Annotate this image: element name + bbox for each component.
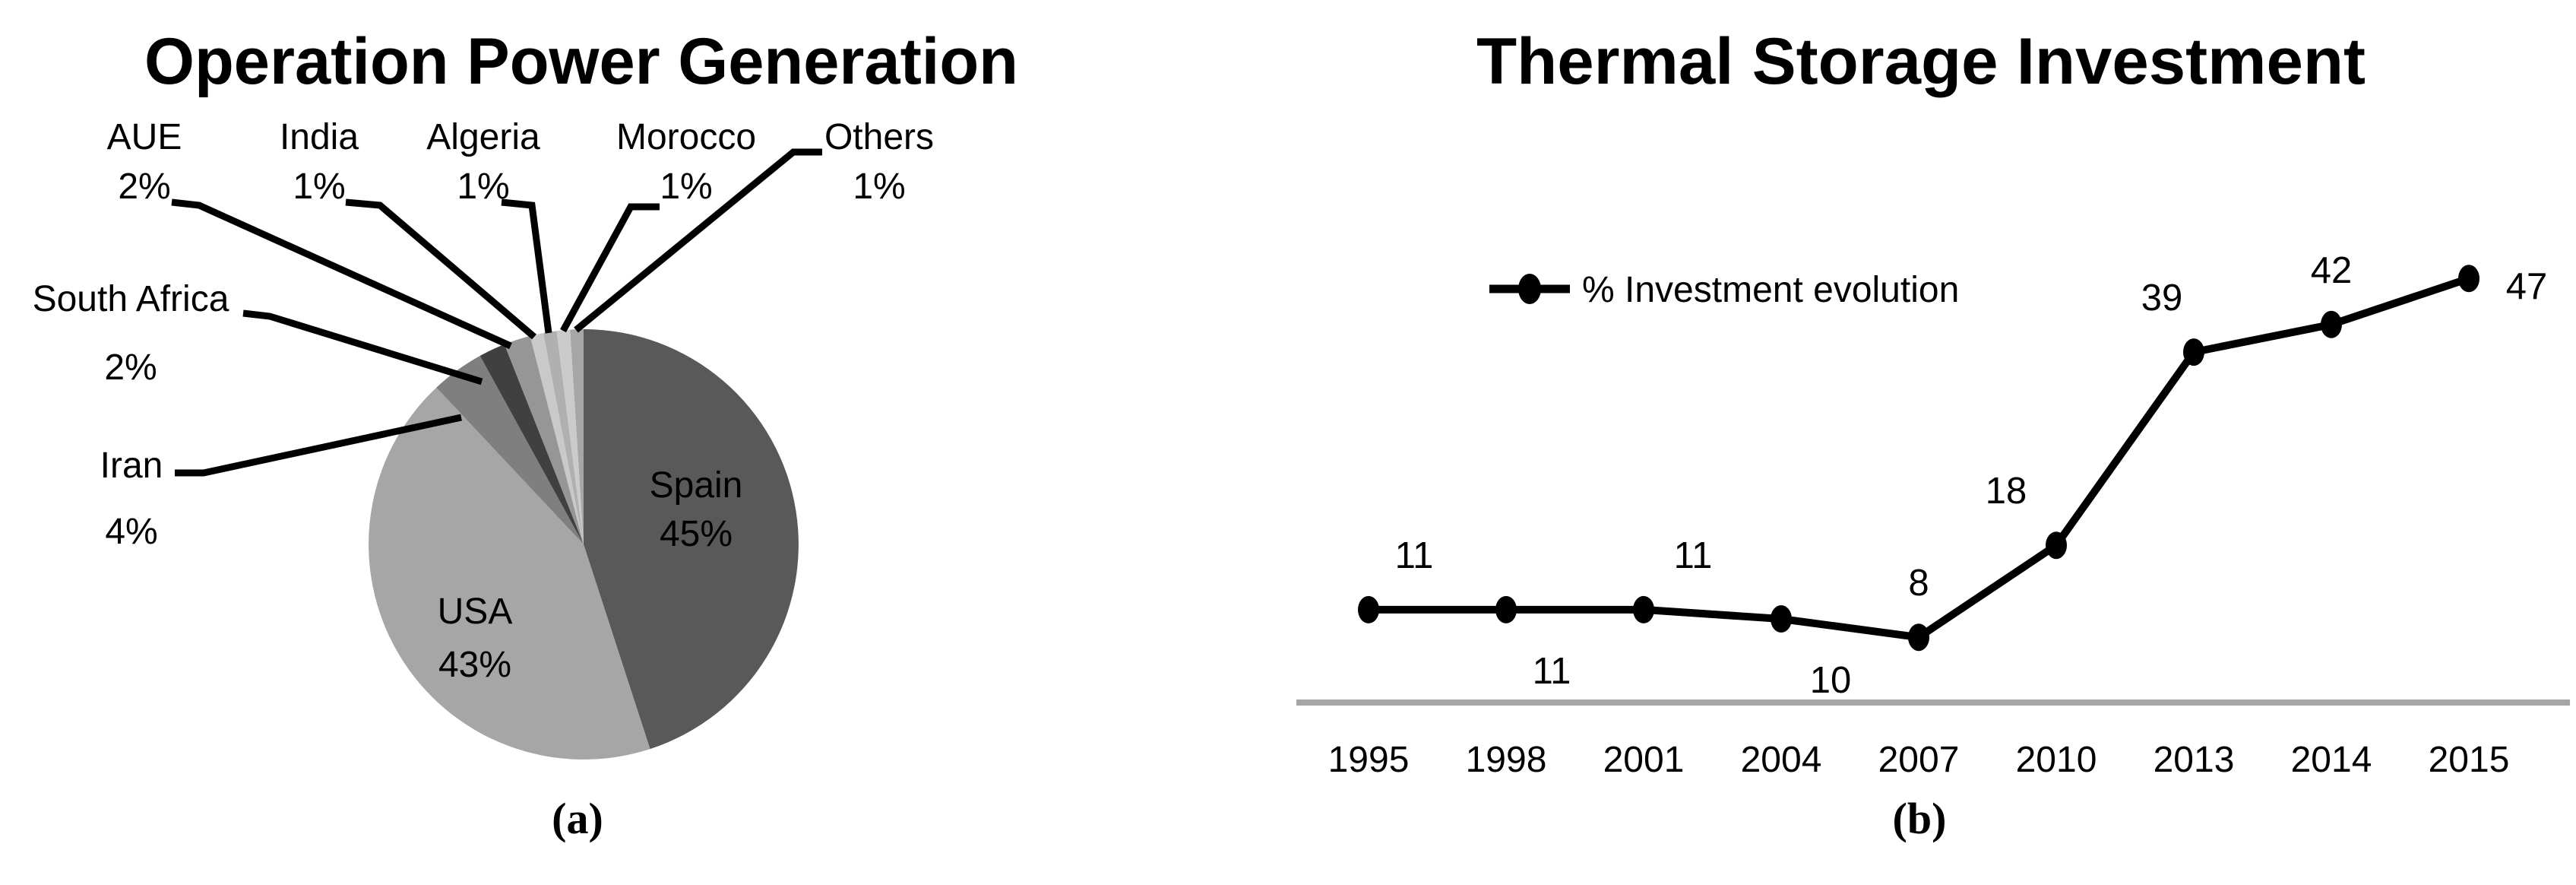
panel-a-caption: (a) (552, 794, 603, 843)
pie-pct-algeria: 1% (457, 167, 509, 207)
pie-slice-spain (584, 329, 799, 750)
value-label-2014: 42 (2311, 250, 2353, 291)
pie-chart-panel: Operation Power Generation Spain 45% USA 43… (33, 25, 1018, 843)
value-label-1995: 11 (1395, 535, 1434, 576)
pie-label-algeria: Algeria (426, 117, 540, 157)
data-value-labels: 11 11 11 10 8 18 39 42 47 (1395, 250, 2548, 701)
pie-slice-south-africa (479, 344, 584, 544)
value-label-2004: 10 (1810, 660, 1852, 701)
leader-line-india (345, 198, 536, 340)
line-chart-title: Thermal Storage Investment (1476, 25, 2366, 98)
leader-line-aue (171, 198, 512, 350)
data-point-2004 (1771, 605, 1792, 633)
legend: % Investment evolution (1489, 270, 1959, 310)
data-point-2013 (2183, 338, 2204, 366)
x-tick-label-2010: 2010 (2016, 740, 2097, 780)
pie-chart-title: Operation Power Generation (144, 25, 1018, 98)
x-tick-label-2015: 2015 (2429, 740, 2510, 780)
x-tick-label-2004: 2004 (1741, 740, 1822, 780)
pie-slice-others (570, 329, 584, 544)
value-label-1998: 11 (1533, 651, 1571, 692)
leader-line-algeria (501, 198, 552, 334)
pie-label-iran: Iran (100, 446, 163, 486)
leader-line-south-africa (242, 309, 483, 385)
pie-slice-morocco (556, 329, 584, 544)
data-point-2015 (2458, 265, 2479, 293)
legend-point-marker-icon (1518, 274, 1541, 304)
data-point-2001 (1633, 595, 1654, 623)
pie-slice-iran (436, 356, 584, 544)
data-point-2010 (2046, 531, 2067, 560)
pie-inside-pct-spain: 45% (660, 514, 733, 554)
pie-pct-aue: 2% (118, 167, 170, 207)
data-point-1995 (1358, 595, 1379, 623)
pie-pct-others: 1% (853, 167, 905, 207)
pie-leader-lines (171, 148, 822, 477)
pie-label-south-africa: South Africa (33, 279, 229, 319)
pie-pct-india: 1% (293, 167, 345, 207)
pie-label-morocco: Morocco (616, 117, 756, 157)
pie-label-india: India (280, 117, 359, 157)
pie-slice-algeria (543, 331, 584, 544)
line-chart-panel: Thermal Storage Investment % Investment … (1296, 25, 2570, 843)
x-tick-label-2001: 2001 (1603, 740, 1685, 780)
leader-line-iran (175, 414, 462, 477)
pie-labels: Spain 45% USA 43% Iran 4% South Africa 2% AUE 2% I… (33, 117, 934, 685)
pie-slice-aue (504, 335, 584, 544)
value-label-2015: 47 (2506, 266, 2548, 307)
pie-slices (369, 329, 799, 760)
value-label-2010: 18 (1986, 471, 2027, 512)
x-tick-label-1998: 1998 (1466, 740, 1547, 780)
line-series-plot (1358, 265, 2479, 652)
pie-pct-iran: 4% (105, 512, 157, 552)
pie-slice-usa (369, 387, 650, 760)
pie-label-others: Others (824, 117, 934, 157)
legend-label: % Investment evolution (1582, 270, 1959, 310)
x-axis-tick-labels: 1995 1998 2001 2004 2007 2010 2013 2014 2015 (1328, 740, 2510, 780)
data-point-2014 (2321, 310, 2342, 338)
data-point-2007 (1908, 623, 1929, 652)
pie-pct-morocco: 1% (660, 167, 712, 207)
x-tick-label-2013: 2013 (2154, 740, 2235, 780)
value-label-2013: 39 (2141, 278, 2183, 319)
pie-inside-label-usa: USA (438, 592, 513, 632)
leader-line-morocco (560, 203, 660, 333)
leader-line-others (574, 148, 822, 333)
value-label-2001: 11 (1674, 535, 1713, 576)
pie-pct-south-africa: 2% (104, 347, 157, 388)
x-tick-label-2014: 2014 (2291, 740, 2372, 780)
pie-label-aue: AUE (107, 117, 182, 157)
value-label-2007: 8 (1908, 563, 1929, 604)
data-point-1998 (1495, 595, 1517, 623)
panel-b-caption: (b) (1893, 794, 1947, 843)
pie-inside-pct-usa: 43% (438, 645, 511, 685)
x-tick-label-2007: 2007 (1878, 740, 1960, 780)
pie-inside-label-spain: Spain (650, 465, 743, 506)
pie-slice-india (530, 333, 584, 544)
x-tick-label-1995: 1995 (1328, 740, 1410, 780)
